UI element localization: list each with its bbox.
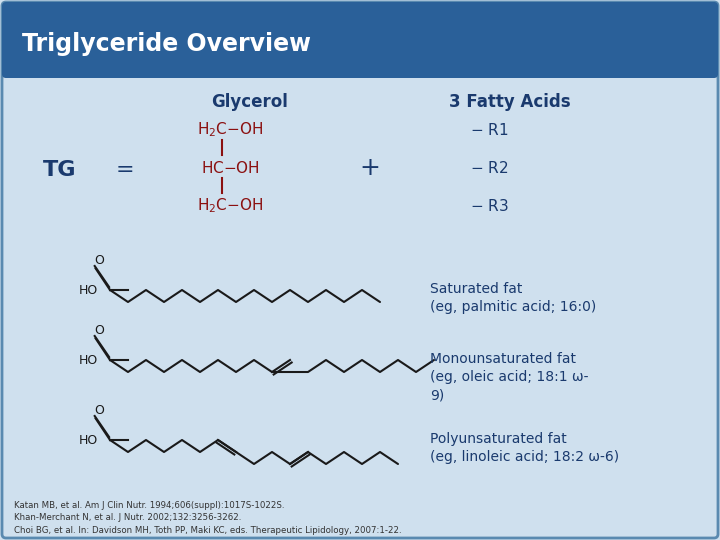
Text: $-$ R1: $-$ R1	[470, 122, 508, 138]
Text: H$_2$C$-$OH: H$_2$C$-$OH	[197, 197, 263, 215]
Text: HC$-$OH: HC$-$OH	[201, 160, 259, 176]
Text: O: O	[94, 403, 104, 416]
Text: Polyunsaturated fat
(eg, linoleic acid; 18:2 ω-6): Polyunsaturated fat (eg, linoleic acid; …	[430, 432, 619, 464]
Text: HO: HO	[78, 354, 98, 367]
Text: $-$ R2: $-$ R2	[470, 160, 508, 176]
Text: 3 Fatty Acids: 3 Fatty Acids	[449, 93, 571, 111]
Text: $-$ R3: $-$ R3	[470, 198, 509, 214]
Text: Monounsaturated fat
(eg, oleic acid; 18:1 ω-
9): Monounsaturated fat (eg, oleic acid; 18:…	[430, 352, 588, 403]
Text: H$_2$C$-$OH: H$_2$C$-$OH	[197, 120, 263, 139]
FancyBboxPatch shape	[2, 2, 718, 538]
Text: HO: HO	[78, 284, 98, 296]
Text: O: O	[94, 323, 104, 336]
Text: Triglyceride Overview: Triglyceride Overview	[22, 32, 311, 56]
Text: Katan MB, et al. Am J Clin Nutr. 1994;606(suppl):1017S-1022S.
Khan-Merchant N, e: Katan MB, et al. Am J Clin Nutr. 1994;60…	[14, 501, 402, 535]
Text: O: O	[94, 253, 104, 267]
Text: Glycerol: Glycerol	[212, 93, 289, 111]
Text: +: +	[359, 156, 380, 180]
Text: =: =	[116, 160, 135, 180]
Text: TG: TG	[43, 160, 77, 180]
Text: Saturated fat
(eg, palmitic acid; 16:0): Saturated fat (eg, palmitic acid; 16:0)	[430, 282, 596, 314]
FancyBboxPatch shape	[2, 2, 718, 78]
Text: HO: HO	[78, 434, 98, 447]
